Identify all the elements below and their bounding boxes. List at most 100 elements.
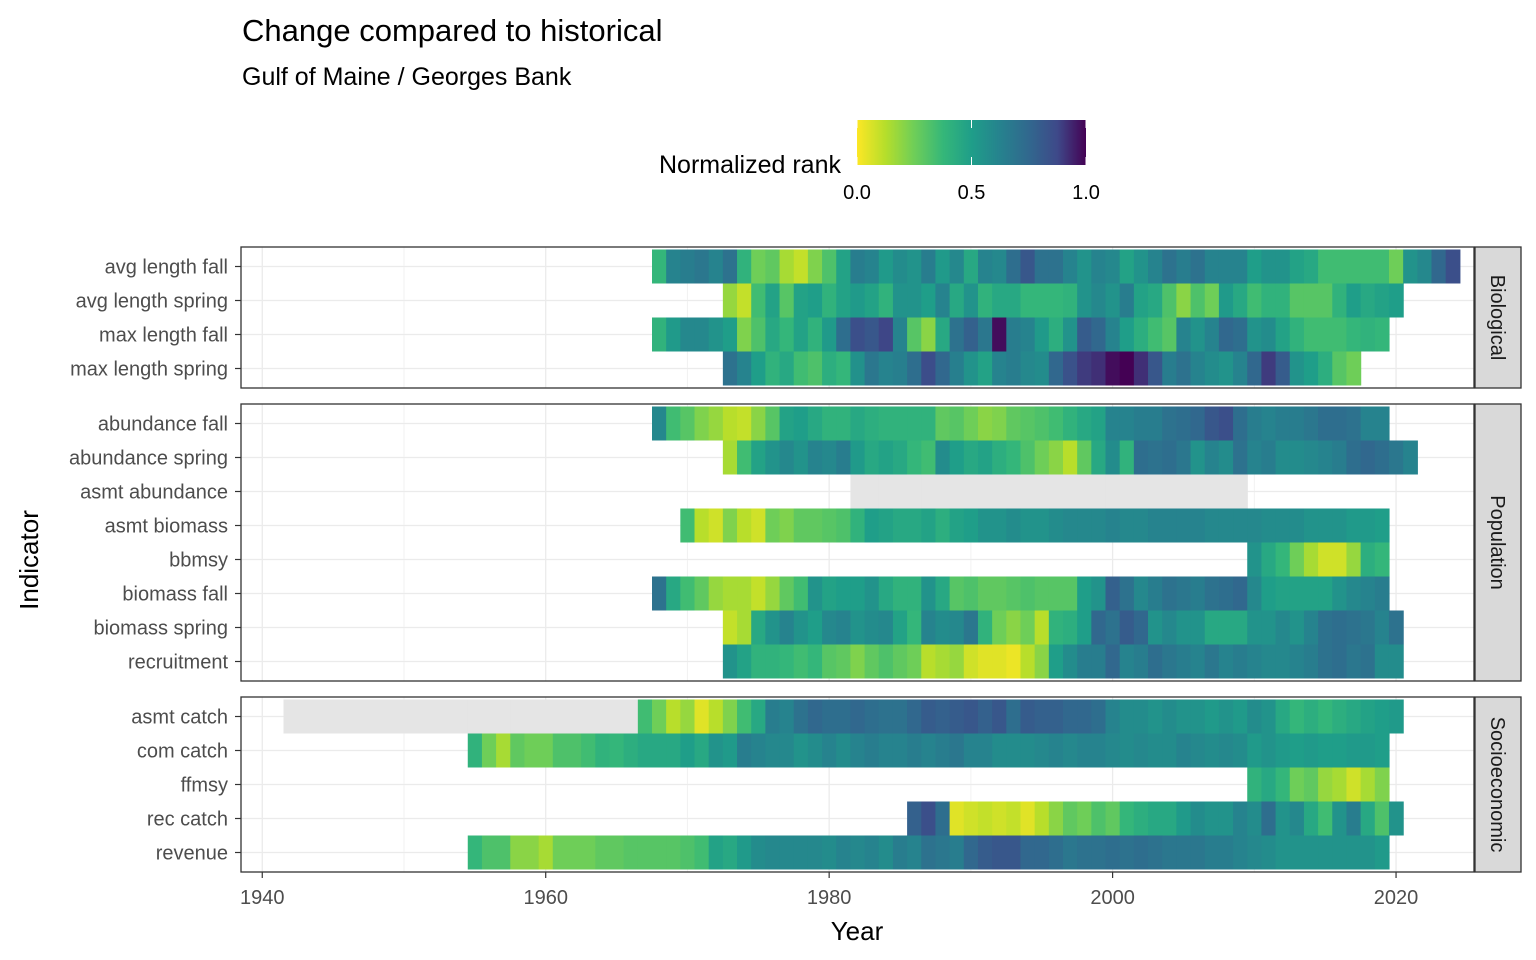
heatmap-cell (1006, 406, 1022, 441)
heatmap-cell (1190, 801, 1206, 836)
heatmap-cell (836, 351, 852, 386)
heatmap-cell (1105, 249, 1121, 284)
heatmap-cell (864, 406, 880, 441)
heatmap-cell (722, 576, 738, 611)
heatmap-cell (779, 610, 795, 645)
heatmap-cell (1119, 733, 1135, 768)
heatmap-cell (892, 699, 908, 734)
heatmap-cell (666, 733, 681, 768)
heatmap-cell (496, 835, 511, 870)
heatmap-cell (1091, 644, 1107, 679)
heatmap-cell (1247, 610, 1263, 645)
heatmap-cell (737, 576, 752, 611)
heatmap-cell (836, 508, 852, 543)
heatmap-cell (722, 406, 738, 441)
heatmap-cell (326, 699, 341, 734)
legend-tick-label: 0.0 (843, 182, 871, 204)
heatmap-cell (963, 699, 979, 734)
heatmap-cell (850, 699, 866, 734)
heatmap-cell (907, 801, 922, 836)
heatmap-cell (1048, 801, 1064, 836)
heatmap-cell (822, 733, 837, 768)
heatmap-cell (1403, 440, 1418, 475)
heatmap-cell (680, 576, 696, 611)
heatmap-cell (1346, 542, 1362, 577)
heatmap-cell (1346, 801, 1362, 836)
heatmap-cell (1077, 351, 1092, 386)
heatmap-cell (1048, 249, 1064, 284)
heatmap-cell (793, 699, 809, 734)
heatmap-cell (1176, 733, 1192, 768)
heatmap-cell (1318, 733, 1333, 768)
heatmap-cell (1105, 733, 1121, 768)
heatmap-cell (708, 317, 724, 352)
heatmap-cell (652, 835, 667, 870)
heatmap-cell (751, 249, 766, 284)
heatmap-cell (765, 508, 781, 543)
heatmap-cell (1176, 317, 1192, 352)
heatmap-cell (935, 733, 951, 768)
heatmap-cell (1204, 576, 1220, 611)
heatmap-cell (907, 610, 922, 645)
heatmap-cell (1346, 440, 1362, 475)
heatmap-cell (921, 351, 937, 386)
legend-title: Normalized rank (659, 151, 842, 179)
panel-border (240, 403, 1475, 682)
heatmap-cell (538, 733, 554, 768)
heatmap-cell (1388, 440, 1404, 475)
heatmap-cell (1119, 249, 1135, 284)
heatmap-cell (1374, 406, 1390, 441)
heatmap-cell (666, 835, 681, 870)
heatmap-cell (935, 440, 951, 475)
heatmap-cell (1091, 801, 1107, 836)
heatmap-cell (751, 406, 766, 441)
heatmap-cell (1204, 835, 1220, 870)
heatmap-cell (1417, 249, 1433, 284)
heatmap-cell (1445, 249, 1461, 284)
heatmap-cell (1133, 835, 1149, 870)
heatmap-cell (1360, 406, 1376, 441)
heatmap-cell (1261, 317, 1277, 352)
heatmap-cell (1063, 835, 1078, 870)
heatmap-cell (652, 699, 667, 734)
heatmap-cell (666, 406, 681, 441)
heatmap-cell (992, 610, 1007, 645)
heatmap-cell (1119, 610, 1135, 645)
heatmap-cell (864, 699, 880, 734)
heatmap-cell (963, 249, 979, 284)
heatmap-cell (779, 699, 795, 734)
heatmap-cell (949, 351, 965, 386)
heatmap-cell (694, 508, 710, 543)
heatmap-cell (765, 835, 781, 870)
heatmap-cell (1077, 644, 1092, 679)
heatmap-cell (836, 440, 852, 475)
heatmap-cell (1006, 440, 1022, 475)
heatmap-cell (1020, 406, 1036, 441)
heatmap-cell (1105, 351, 1121, 386)
heatmap-cell (1318, 283, 1333, 318)
heatmap-cell (892, 508, 908, 543)
heatmap-cell (807, 508, 823, 543)
heatmap-cell (1275, 542, 1291, 577)
heatmap-cell (1303, 440, 1319, 475)
heatmap-cell (1388, 699, 1404, 734)
heatmap-cell (977, 440, 993, 475)
heatmap-cell (1374, 317, 1390, 352)
heatmap-cell (1048, 644, 1064, 679)
heatmap-cell (737, 440, 752, 475)
heatmap-cell (836, 576, 852, 611)
heatmap-cell (977, 283, 993, 318)
heatmap-cell (1190, 644, 1206, 679)
heatmap-cell (751, 351, 766, 386)
heatmap-cell (722, 317, 738, 352)
heatmap-cell (1176, 474, 1192, 509)
heatmap-cell (963, 508, 979, 543)
heatmap-cell (1318, 767, 1333, 802)
heatmap-cell (1077, 474, 1092, 509)
heatmap-cell (1303, 699, 1319, 734)
heatmap-cell (1063, 249, 1078, 284)
heatmap-cell (737, 835, 752, 870)
heatmap-cell (722, 283, 738, 318)
heatmap-cell (1218, 644, 1234, 679)
heatmap-cell (1303, 610, 1319, 645)
